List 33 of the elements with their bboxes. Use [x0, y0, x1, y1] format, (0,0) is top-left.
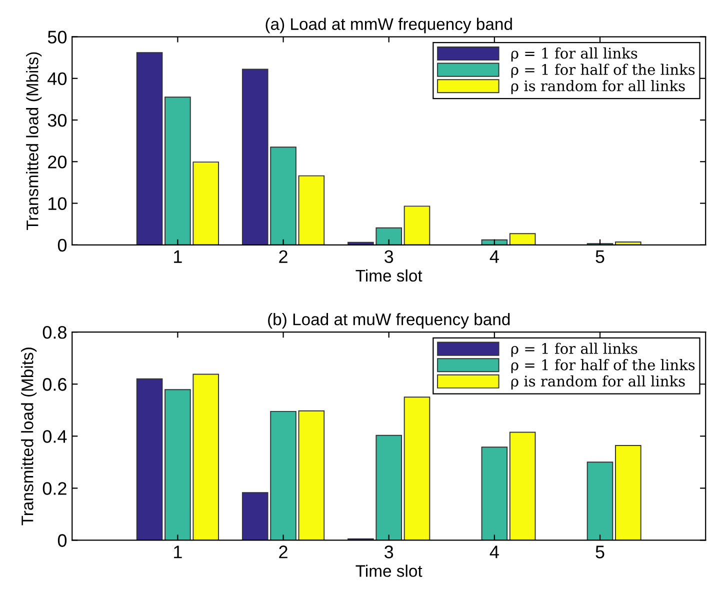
y-tick-label: 0.2: [42, 482, 66, 495]
y-tick-label: 30: [48, 114, 67, 127]
y-tick-label: 40: [48, 72, 67, 86]
legend-label: ρ = 1 for half of the links: [511, 359, 695, 374]
legend-label: ρ = 1 for half of the links: [511, 64, 695, 78]
x-tick-label: 5: [596, 250, 604, 264]
x-axis-title: Time slot: [356, 269, 422, 282]
y-tick-label: 0.4: [42, 430, 67, 443]
x-tick-label: 4: [490, 546, 499, 558]
chart-title: (b) Load at muW frequency band: [268, 313, 510, 329]
legend-label: ρ is random for all links: [511, 80, 685, 94]
x-axis-title: Time slot: [356, 564, 422, 577]
legend-label: ρ = 1 for all links: [511, 342, 638, 357]
y-tick-label: 10: [48, 197, 67, 210]
x-tick-label: 2: [279, 546, 288, 558]
legend-label: ρ is random for all links: [511, 375, 685, 390]
x-tick-label: 4: [490, 250, 499, 263]
y-tick-label: 0.8: [42, 326, 66, 339]
x-tick-label: 1: [174, 546, 182, 558]
x-tick-label: 1: [174, 250, 182, 263]
y-tick-label: 20: [48, 156, 67, 168]
legend-label: ρ = 1 for all links: [511, 47, 638, 62]
x-tick-label: 2: [279, 250, 288, 263]
y-tick-label: 0: [58, 534, 67, 547]
x-tick-label: 5: [596, 546, 604, 558]
y-axis-title: Transmitted load (Mbits): [26, 52, 42, 230]
chart-title: (a) Load at mmW frequency band: [266, 18, 512, 34]
x-tick-label: 3: [384, 250, 394, 264]
x-tick-label: 3: [384, 546, 394, 558]
y-axis-title: Transmitted load (Mbits): [21, 348, 37, 526]
y-tick-label: 0.6: [42, 378, 66, 391]
y-tick-label: 0: [58, 238, 67, 252]
y-tick-label: 50: [48, 30, 67, 44]
